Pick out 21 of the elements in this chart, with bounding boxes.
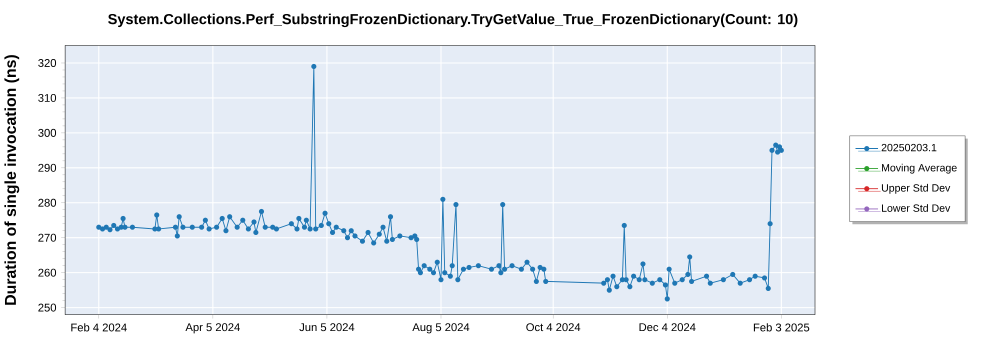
x-tick-label: Feb 4 2024 [71,323,127,332]
y-tick-label: 310 [38,94,56,102]
x-tick-label: Dec 4 2024 [640,323,696,332]
legend-label: 20250203.1 [882,144,936,152]
x-tick-label: Apr 5 2024 [185,323,240,334]
legend-label: Lower Std Dev [882,204,950,212]
chart-title: System.Collections.Perf_SubstringFrozenDictionary.TryGetValue_True_FrozenDictionary(Count: 10) [108,13,798,28]
y-tick-label: 300 [38,128,56,137]
x-tick-label: Aug 5 2024 [412,323,470,334]
x-tick-label: Jun 5 2024 [299,323,354,332]
y-axis-title: Duration of single invocation (ns) [4,54,20,305]
y-tick-label: 290 [38,164,56,172]
y-tick-label: 280 [38,198,56,207]
legend-label: Upper Std Dev [882,184,950,194]
y-tick-label: 270 [38,234,56,242]
x-tick-label: Oct 4 2024 [526,323,580,332]
y-tick-label: 320 [38,58,56,67]
y-tick-label: 250 [38,304,56,312]
y-tick-label: 260 [38,268,56,276]
legend-label: Moving Average [882,164,957,174]
x-tick-label: Feb 3 2025 [754,323,810,332]
